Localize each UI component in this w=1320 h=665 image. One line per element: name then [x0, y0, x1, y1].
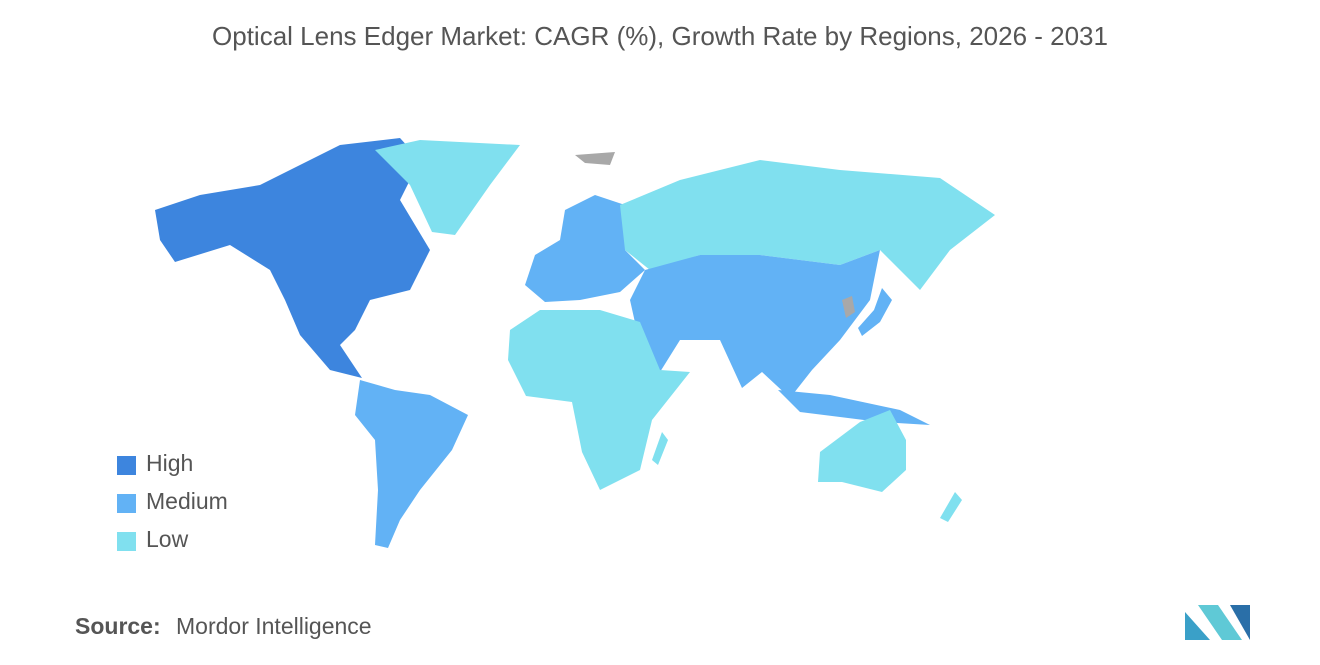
- map-region: [778, 390, 930, 425]
- no-data-region: [575, 152, 615, 165]
- map-region: [652, 432, 668, 465]
- map-region: [375, 140, 520, 235]
- map-region: [355, 380, 468, 548]
- source-text: Mordor Intelligence: [176, 613, 372, 639]
- legend-label: Medium: [146, 488, 228, 514]
- no-data-region: [842, 296, 855, 318]
- source-label: Source:: [75, 613, 161, 639]
- legend-label: Low: [146, 526, 189, 552]
- legend-swatch: [117, 532, 136, 551]
- title: Optical Lens Edger Market: CAGR (%), Gro…: [212, 21, 1108, 51]
- legend: High Medium Low: [117, 450, 228, 552]
- map-region: [940, 492, 962, 522]
- legend-swatch: [117, 494, 136, 513]
- map-region: [155, 138, 430, 378]
- legend-label: High: [146, 450, 193, 476]
- map-region: [858, 288, 892, 336]
- map-region: [818, 410, 906, 492]
- map-region: [630, 250, 880, 398]
- map-region: [508, 310, 690, 490]
- map-region: [620, 160, 995, 290]
- logo: [1185, 605, 1250, 640]
- legend-swatch: [117, 456, 136, 475]
- world-map: [155, 138, 995, 548]
- map-region: [525, 195, 645, 302]
